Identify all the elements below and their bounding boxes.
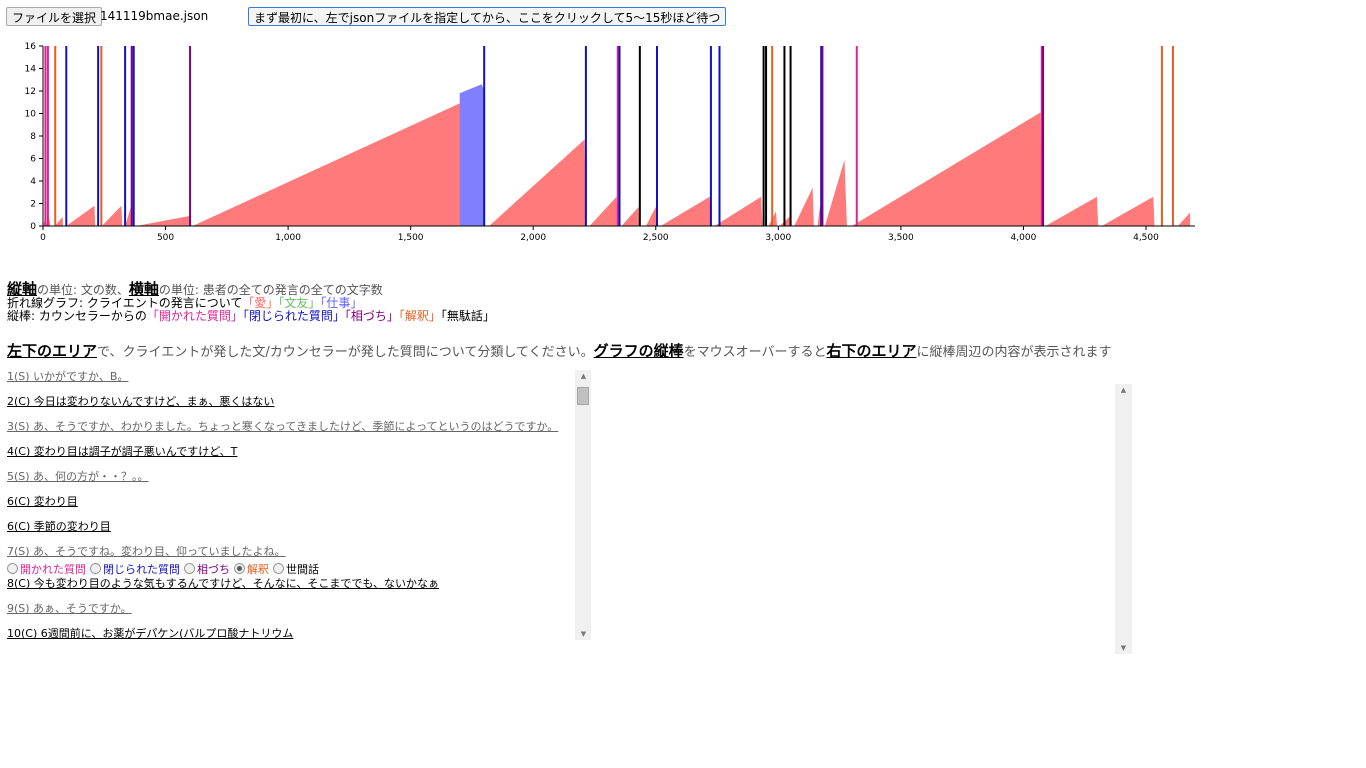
y-tick-label: 10 [25, 110, 37, 120]
utterance-link[interactable]: 6(C) 季節の変わり目 [7, 520, 111, 533]
list-item: 9(S) あぁ、そうですか。 [7, 602, 573, 627]
choose-file-button[interactable]: ファイルを選択 [6, 7, 103, 26]
radio-0[interactable] [7, 563, 18, 574]
scroll-up-arrow-icon[interactable]: ▲ [1120, 386, 1127, 394]
area-series-0 [43, 93, 1191, 226]
legend-line-graph: 折れ線グラフ: クライエントの発言について「愛」「文友」「仕事」 [7, 297, 1307, 310]
left-scrollbar[interactable]: ▲ ▼ [575, 370, 591, 640]
legend-axes: 縦軸の単位: 文の数、横軸の単位: 患者の全ての発言の全ての文字数 [7, 280, 1307, 298]
utterance-link[interactable]: 9(S) あぁ、そうですか。 [7, 602, 132, 615]
legend-bar-item-4: 「無駄話」 [440, 309, 495, 323]
utterance-link[interactable]: 2(C) 今日は変わりないんですけど、まぁ、悪くはない [7, 395, 275, 408]
list-item: 1(S) いかがですか、B。 [7, 370, 573, 395]
instruction-text-3: に縦棒周辺の内容が表示されます [916, 345, 1112, 360]
y-tick-label: 8 [30, 132, 36, 142]
utterance-list: 1(S) いかがですか、B。 2(C) 今日は変わりないんですけど、まぁ、悪くはな… [7, 370, 573, 640]
x-tick-label: 1,000 [275, 233, 301, 243]
toolbar: ファイルを選択 141119bmae.json まず最初に、左でjsonファイル… [6, 7, 1356, 27]
legend-line-prefix: 折れ線グラフ: クライエントの発言について [7, 296, 243, 310]
instruction-text-2: をマウスオーバーすると [683, 345, 827, 360]
x-tick-label: 4,500 [1133, 233, 1159, 243]
run-analysis-button[interactable]: まず最初に、左でjsonファイルを指定してから、ここをクリックして5～15秒ほど… [248, 7, 727, 26]
list-item: 7(S) あ、そうですね。変わり目、仰っていましたよね。 [7, 545, 573, 570]
left-area-label: 左下のエリア [7, 342, 98, 360]
utterance-link[interactable]: 7(S) あ、そうですね。変わり目、仰っていましたよね。 [7, 545, 286, 558]
area-series-1 [459, 84, 485, 226]
legend-bar-item-2: 「相づち」 [344, 309, 399, 323]
context-display-area[interactable]: ▲ ▼ [600, 384, 1132, 654]
legend-bar-item-1: 「閉じられた質問」 [242, 309, 345, 323]
legend-bar-item-0: 「開かれた質問」 [146, 309, 243, 323]
list-item: 8(C) 今も変わり目のような気もするんですけど、そんなに、そこまででも、ないか… [7, 577, 573, 602]
legend: 縦軸の単位: 文の数、横軸の単位: 患者の全ての発言の全ての文字数 折れ線グラフ… [7, 280, 1307, 323]
scroll-down-arrow-icon[interactable]: ▼ [1120, 644, 1127, 652]
x-tick-label: 3,500 [888, 233, 914, 243]
scroll-down-arrow-icon[interactable]: ▼ [580, 630, 587, 638]
list-item: 4(C) 変わり目は調子が調子悪いんですけど、T [7, 445, 573, 470]
list-item: 6(C) 変わり目 [7, 495, 573, 520]
classification-radio-group: 開かれた質問 閉じられた質問 相づち 解釈 世間話 [7, 561, 573, 577]
haxis-unit: の単位: 患者の全ての発言の全ての文字数 [158, 283, 383, 297]
radio-label-4[interactable]: 世間話 [286, 563, 319, 576]
legend-bar-item-3: 「解釈」 [398, 309, 441, 323]
vaxis-unit: の単位: 文の数、 [37, 283, 129, 297]
utterance-link[interactable]: 10(C) 6週間前に、お薬がデパケン(バルプロ酸ナトリウム [7, 627, 294, 640]
utterance-link[interactable]: 4(C) 変わり目は調子が調子悪いんですけど、T [7, 445, 238, 458]
y-tick-label: 14 [25, 65, 37, 75]
x-tick-label: 3,000 [765, 233, 791, 243]
y-tick-label: 6 [30, 155, 36, 165]
utterance-link[interactable]: 1(S) いかがですか、B。 [7, 370, 129, 383]
list-item: 6(C) 季節の変わり目 [7, 520, 573, 545]
x-tick-label: 500 [157, 233, 174, 243]
instruction-text-1: で、クライエントが発した文/カウンセラーが発した質問について分類してください。 [97, 345, 594, 360]
radio-2[interactable] [184, 563, 195, 574]
x-tick-label: 2,000 [520, 233, 546, 243]
graph-bar-label: グラフの縦棒 [593, 342, 684, 360]
radio-label-0[interactable]: 開かれた質問 [20, 563, 86, 576]
utterance-link[interactable]: 8(C) 今も変わり目のような気もするんですけど、そんなに、そこまででも、ないか… [7, 577, 439, 590]
utterance-link[interactable]: 5(S) あ、何の方が・・？。。 [7, 470, 149, 483]
radio-4[interactable] [273, 563, 284, 574]
instructions: 左下のエリアで、クライエントが発した文/カウンセラーが発した質問について分類して… [7, 340, 1112, 361]
legend-line-item-1: 「文友」 [278, 296, 321, 310]
y-tick-label: 16 [25, 42, 37, 52]
utterance-link[interactable]: 3(S) あ、そうですか、わかりました。ちょっと寒くなってきましたけど、季節によ… [7, 420, 559, 433]
list-item: 3(S) あ、そうですか、わかりました。ちょっと寒くなってきましたけど、季節によ… [7, 420, 573, 445]
x-tick-label: 1,500 [398, 233, 424, 243]
scroll-thumb[interactable] [577, 387, 589, 405]
list-item: 5(S) あ、何の方が・・？。。 [7, 470, 573, 495]
y-tick-label: 12 [25, 87, 36, 97]
radio-label-1[interactable]: 閉じられた質問 [103, 563, 180, 576]
x-tick-label: 4,000 [1011, 233, 1037, 243]
utterance-list-area[interactable]: 1(S) いかがですか、B。 2(C) 今日は変わりないんですけど、まぁ、悪くはな… [7, 370, 591, 640]
radio-3[interactable] [234, 563, 245, 574]
scroll-up-arrow-icon[interactable]: ▲ [580, 372, 587, 380]
y-tick-label: 4 [30, 177, 36, 187]
x-tick-label: 2,500 [643, 233, 669, 243]
utterance-link[interactable]: 6(C) 変わり目 [7, 495, 78, 508]
list-item: 2(C) 今日は変わりないんですけど、まぁ、悪くはない [7, 395, 573, 420]
legend-bar-prefix: 縦棒: カウンセラーからの [7, 309, 147, 323]
vaxis-label: 縦軸 [7, 280, 38, 298]
x-tick-label: 0 [40, 233, 46, 243]
list-item: 10(C) 6週間前に、お薬がデパケン(バルプロ酸ナトリウム [7, 627, 573, 640]
right-area-label: 右下のエリア [826, 342, 917, 360]
haxis-label: 横軸 [128, 280, 159, 298]
utterance-chart: 0 2 4 6 8 10 12 14 16 0 500 1,000 1,500 2,000 2,500 3,0… [25, 42, 1195, 243]
selected-file-name: 141119bmae.json [100, 9, 209, 23]
right-scrollbar[interactable]: ▲ ▼ [1115, 384, 1132, 654]
y-tick-label: 2 [30, 200, 36, 210]
radio-label-3[interactable]: 解釈 [247, 563, 269, 576]
legend-line-item-0: 「愛」 [242, 296, 279, 310]
legend-bars: 縦棒: カウンセラーからの「開かれた質問」「閉じられた質問」「相づち」「解釈」「… [7, 310, 1307, 323]
legend-line-item-2: 「仕事」 [320, 296, 363, 310]
y-tick-label: 0 [30, 222, 36, 232]
radio-label-2[interactable]: 相づち [197, 563, 230, 576]
radio-1[interactable] [90, 563, 101, 574]
